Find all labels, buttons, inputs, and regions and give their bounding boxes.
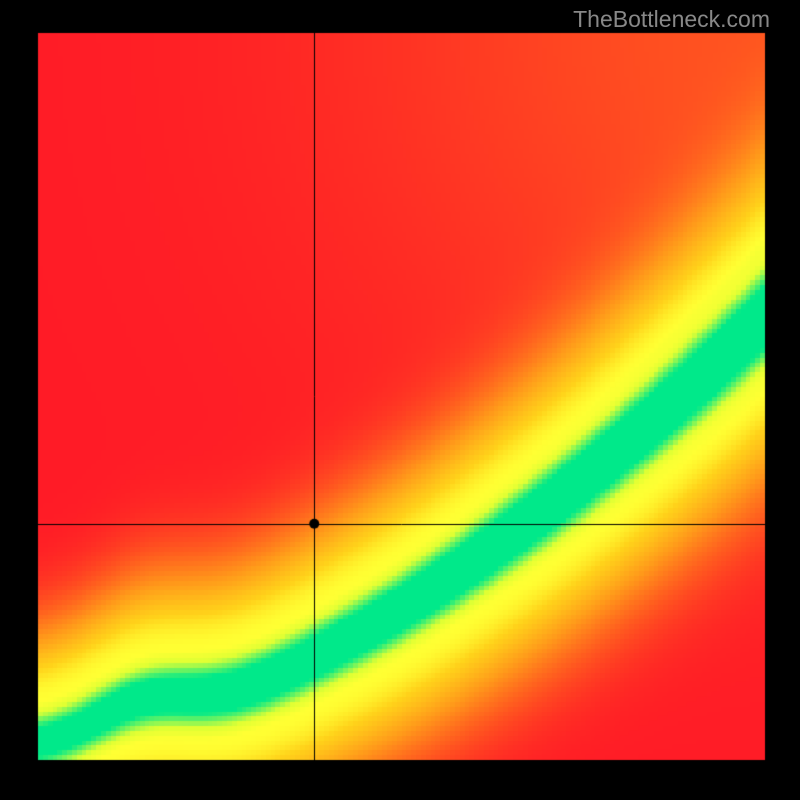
bottleneck-heatmap: [0, 0, 800, 800]
watermark-text: TheBottleneck.com: [573, 6, 770, 33]
chart-stage: TheBottleneck.com: [0, 0, 800, 800]
